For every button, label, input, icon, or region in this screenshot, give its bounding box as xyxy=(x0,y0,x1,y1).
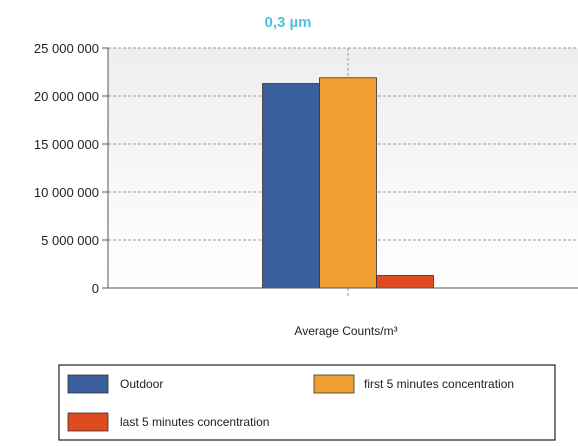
y-tick-label: 25 000 000 xyxy=(34,41,99,56)
bar-first-5-minutes-concentration xyxy=(319,77,377,289)
bar-outdoor xyxy=(262,83,320,289)
bar-last-5-minutes-concentration xyxy=(376,275,434,289)
legend-box xyxy=(58,364,556,441)
bars xyxy=(262,77,434,289)
legend-swatch xyxy=(67,374,109,394)
y-tick-label: 0 xyxy=(92,281,99,296)
legend-swatch xyxy=(313,374,355,394)
legend-swatch xyxy=(67,412,109,432)
chart-title: 0,3 µm xyxy=(265,14,312,31)
legend: Outdoor first 5 minutes concentration last… xyxy=(58,364,556,441)
legend-items: Outdoor first 5 minutes concentration last… xyxy=(67,374,514,432)
y-axis: 0 5 000 000 10 000 000 15 000 000 20 000 000… xyxy=(34,41,108,296)
x-axis-label: Average Counts/m³ xyxy=(294,324,397,338)
y-tick-label: 15 000 000 xyxy=(34,137,99,152)
legend-label: Outdoor xyxy=(120,377,163,391)
y-tick-label: 5 000 000 xyxy=(41,233,99,248)
y-tick-label: 10 000 000 xyxy=(34,185,99,200)
y-tick-label: 20 000 000 xyxy=(34,89,99,104)
legend-label: first 5 minutes concentration xyxy=(364,377,514,391)
legend-label: last 5 minutes concentration xyxy=(120,415,269,429)
